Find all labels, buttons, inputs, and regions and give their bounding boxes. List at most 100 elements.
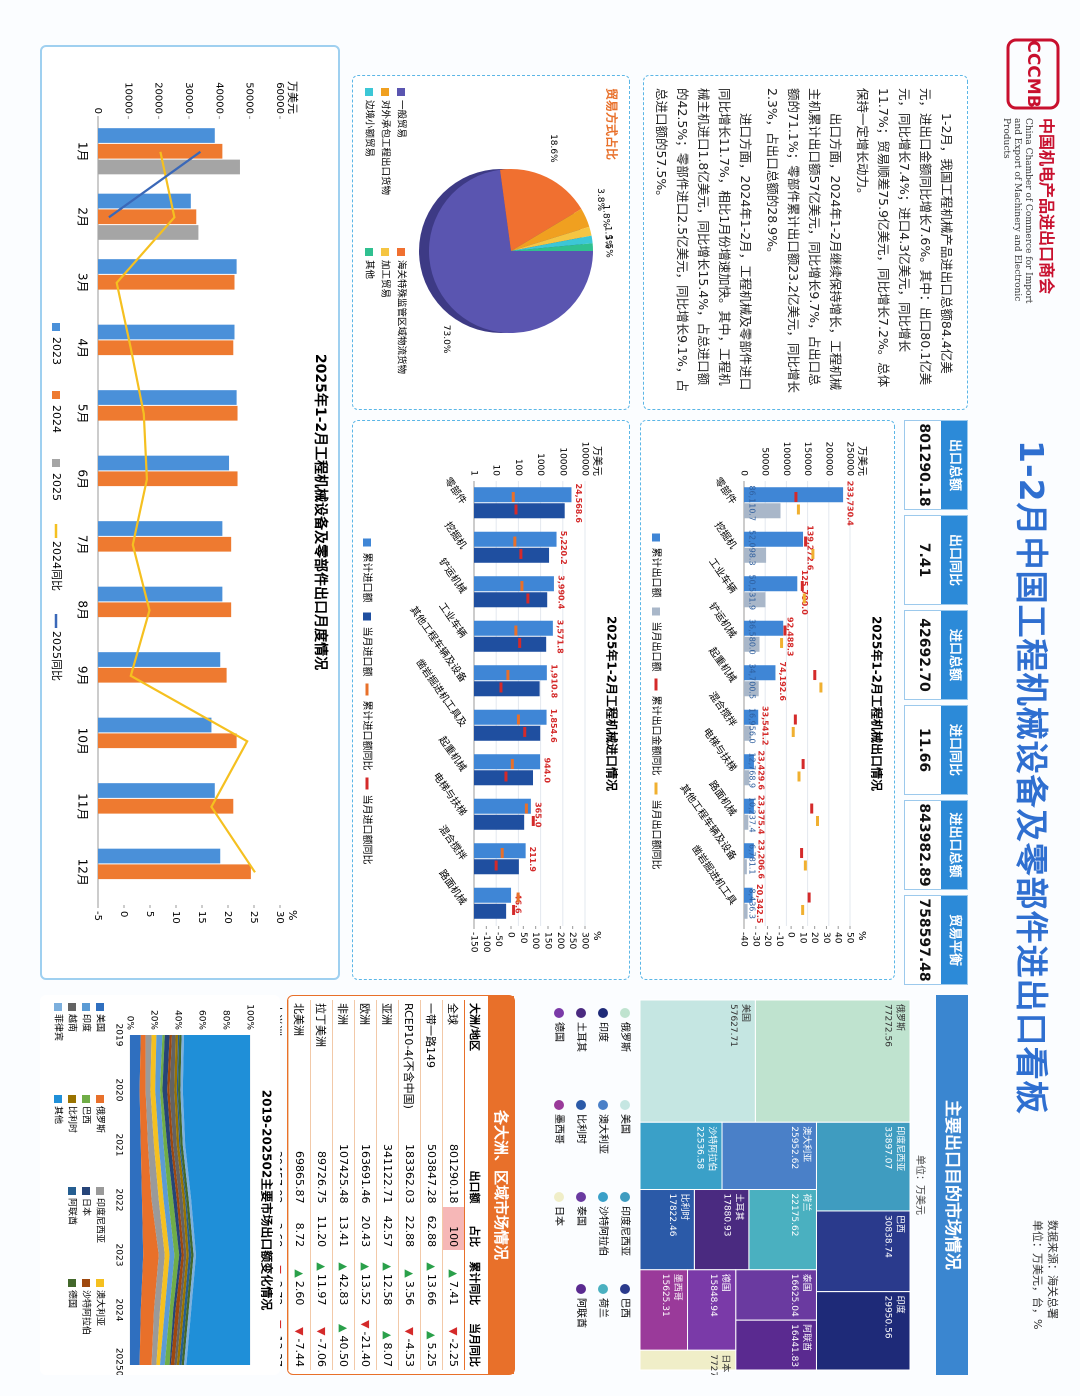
legend-label: 当月进口额 bbox=[361, 627, 374, 677]
y2-unit: % bbox=[591, 931, 602, 941]
cell-value: 15625.31 bbox=[660, 1274, 670, 1317]
bar bbox=[98, 225, 199, 240]
line bbox=[115, 151, 256, 873]
cell-value: 57627.71 bbox=[728, 1004, 738, 1047]
bar bbox=[98, 143, 223, 159]
table-cell: 62.88 bbox=[420, 1206, 443, 1251]
treemap-unit: 单位：万美元 bbox=[914, 1155, 927, 1215]
marker bbox=[512, 904, 516, 915]
cell-text: 341122.71 bbox=[381, 1144, 394, 1204]
bar bbox=[97, 471, 238, 487]
legend-label: 泰国 bbox=[575, 1206, 588, 1226]
x-tick-label: 5月 bbox=[76, 404, 90, 424]
bar bbox=[474, 725, 541, 741]
area bbox=[169, 1035, 187, 1365]
bar bbox=[474, 814, 525, 830]
marker bbox=[803, 860, 807, 871]
cell-text: 全球 bbox=[446, 1003, 460, 1025]
marker bbox=[513, 536, 517, 547]
data-label: 1.8% bbox=[601, 204, 611, 227]
legend-label: 加工贸易 bbox=[380, 260, 392, 298]
cell-text: 12.58 bbox=[381, 1273, 394, 1306]
legend-label: 当月进口额同比 bbox=[361, 795, 374, 865]
data-label: 86,110.7 bbox=[748, 485, 757, 521]
cell-value: 16441.83 bbox=[789, 1324, 799, 1367]
legend-label: 累计进口额同比 bbox=[361, 701, 374, 771]
legend-label: 俄罗斯 bbox=[619, 1022, 632, 1052]
y2-tick-label: -100 bbox=[481, 932, 491, 953]
bar bbox=[98, 783, 215, 798]
page-title: 1-2月中国工程机械设备及零部件进出口看板 bbox=[1012, 440, 1051, 1115]
cell-text: 13.52 bbox=[359, 1273, 372, 1306]
legend-label: 一般贸易 bbox=[396, 100, 408, 138]
table-row: 非洲 107425.48 13.41 ▲ 42.83 ▲ 40.50 bbox=[332, 1000, 355, 1370]
bar bbox=[744, 725, 752, 741]
marker bbox=[518, 637, 522, 648]
bar bbox=[98, 536, 232, 552]
marker bbox=[504, 771, 508, 782]
table-title: 各大洲、区域市场情况 bbox=[488, 996, 514, 1374]
table-cell: ▼ -2.25 bbox=[442, 1308, 465, 1370]
cell-value: 17880.93 bbox=[721, 1194, 731, 1237]
marker bbox=[800, 581, 804, 592]
legend-label: 沙特阿拉伯 bbox=[597, 1206, 610, 1256]
legend-label: 阿联酋 bbox=[575, 1298, 588, 1328]
data-label: 6,781.1 bbox=[748, 844, 757, 875]
table-cell: 183362.03 bbox=[398, 1130, 421, 1207]
chart-title: 贸易方式占比 bbox=[605, 88, 620, 160]
bar bbox=[98, 848, 221, 864]
x-tick-label: 202502 bbox=[114, 1348, 124, 1375]
area-panel: 2019-202502主要市场出口额变化情况 0% 20% 40% 60% 80% 100%… bbox=[40, 995, 280, 1382]
table-row: 一带一路149 503847.28 62.88 ▲ 13.66 ▲ 5.25 bbox=[420, 1000, 443, 1370]
cell-text: 163691.46 bbox=[359, 1144, 372, 1204]
table-cell: 全球 bbox=[442, 1000, 465, 1131]
table-cell: ▼ -21.40 bbox=[354, 1308, 377, 1370]
legend-label: 海关特殊监管区域物流货物 bbox=[396, 260, 408, 375]
table-cell: ▼ -7.06 bbox=[310, 1308, 333, 1370]
header-cell: 累计同比 bbox=[464, 1250, 486, 1309]
legend-swatch bbox=[576, 1284, 586, 1294]
data-label: 5,220.2 bbox=[559, 531, 568, 565]
data-label: 20,342.5 bbox=[755, 884, 764, 924]
bar bbox=[98, 340, 234, 356]
trend-arrow: ▲ bbox=[293, 1269, 306, 1278]
header-cell: 当月同比 bbox=[464, 1308, 486, 1370]
cell-text: 183362.03 bbox=[403, 1144, 416, 1204]
table-cell: ▲ 42.83 bbox=[332, 1250, 355, 1309]
cell-name: 泰国 bbox=[801, 1274, 813, 1292]
cell-name: 美国 bbox=[740, 1004, 752, 1022]
bar bbox=[743, 798, 754, 814]
y2-tick-label: -20 bbox=[762, 932, 772, 947]
bar bbox=[97, 159, 240, 175]
kpi-value: 11.66 bbox=[916, 727, 932, 773]
data-label: 50,531.9 bbox=[748, 574, 757, 610]
org-cn: 中国机电产品进出口商会 bbox=[1037, 118, 1056, 295]
cell-text: -4.53 bbox=[403, 1338, 416, 1367]
table-row: 欧洲 163691.46 20.43 ▲ 13.52 ▼ -21.40 bbox=[354, 1000, 377, 1370]
area-chart: 2019-202502主要市场出口额变化情况 0% 20% 40% 60% 80% 100%… bbox=[53, 1003, 275, 1382]
x-tick-label: 铲运机械 bbox=[436, 555, 470, 595]
cell-name: 沙特阿拉伯 bbox=[707, 1126, 719, 1171]
legend-swatch bbox=[363, 612, 371, 621]
marker bbox=[791, 726, 795, 737]
bar bbox=[474, 903, 507, 919]
cell-value: 22175.62 bbox=[789, 1194, 799, 1237]
cell-text: 107425.48 bbox=[337, 1144, 350, 1204]
x-tick-label: 路面机械 bbox=[706, 778, 740, 818]
legend-label: 其他 bbox=[53, 1106, 65, 1124]
trend-arrow: ▼ bbox=[447, 1327, 460, 1336]
pie-slice bbox=[511, 226, 592, 251]
bar bbox=[474, 754, 541, 770]
y2-tick-label: 25 bbox=[248, 911, 259, 924]
legend-swatch bbox=[554, 1008, 564, 1018]
y2-tick-label: -10 bbox=[774, 932, 784, 947]
bar bbox=[474, 636, 547, 652]
legend-label: 印度 bbox=[81, 1014, 93, 1032]
y-tick-label: 1000 bbox=[535, 453, 545, 476]
x-tick-label: 电梯与扶梯 bbox=[430, 770, 469, 818]
trend-arrow: ▲ bbox=[315, 1262, 328, 1271]
area bbox=[162, 1035, 182, 1365]
bar bbox=[97, 864, 251, 880]
